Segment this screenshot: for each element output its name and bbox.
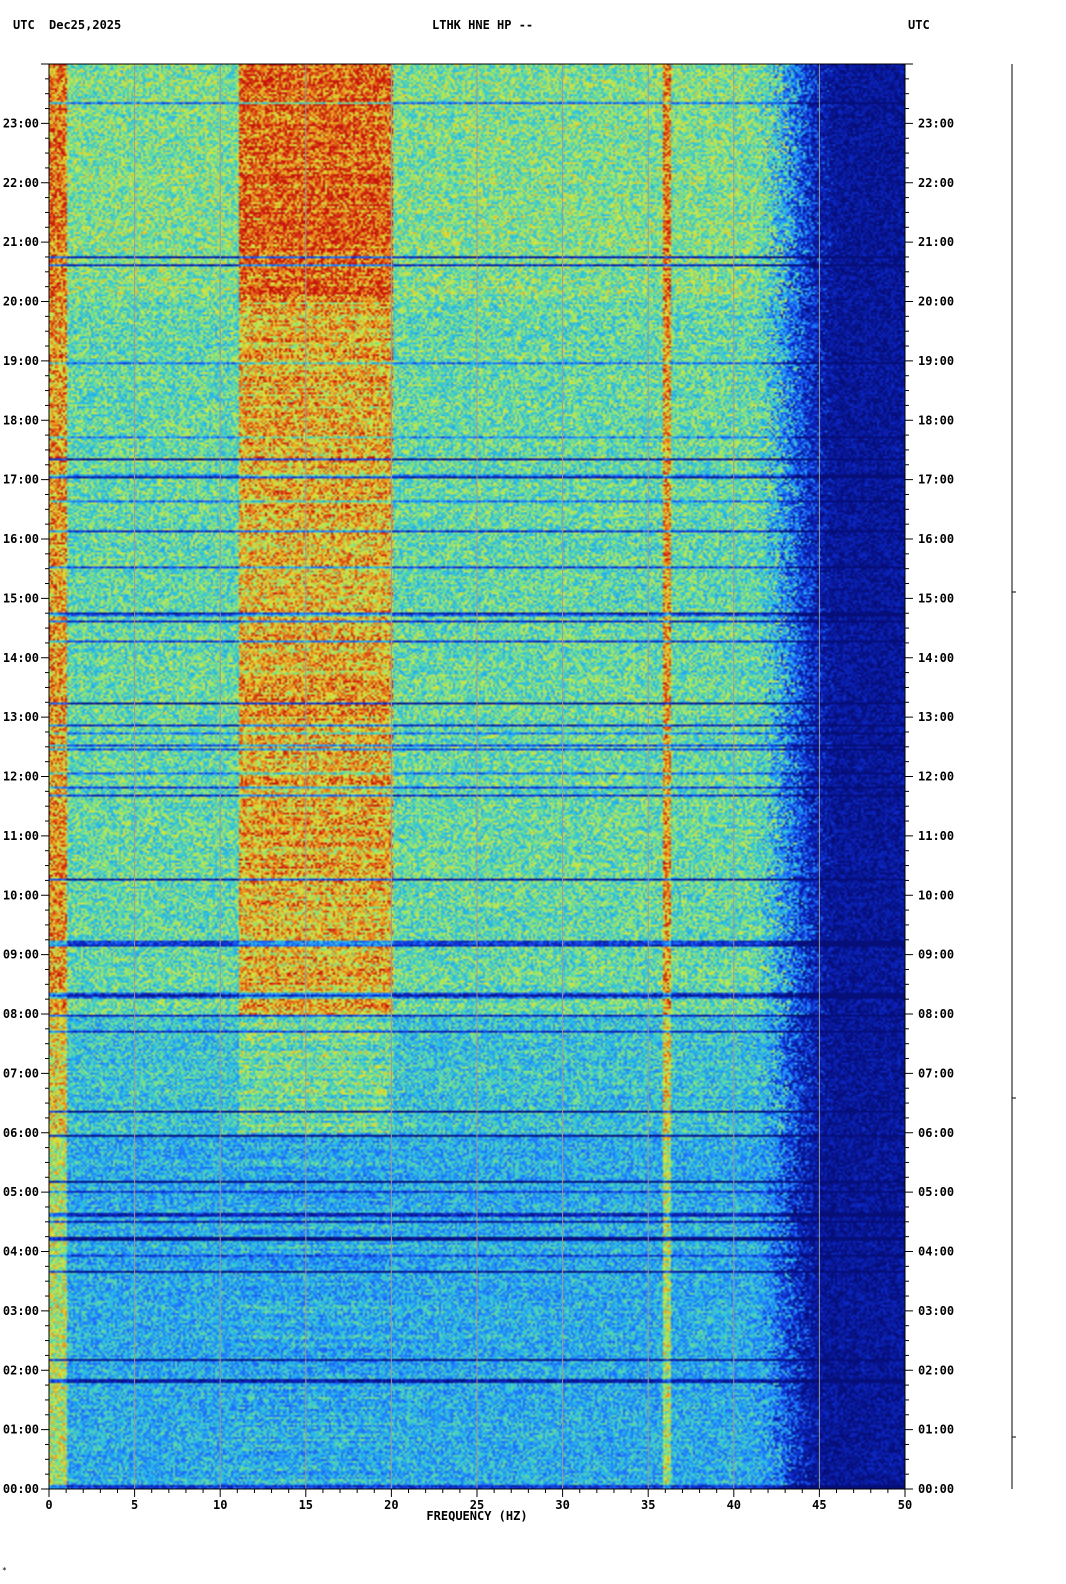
x-tick-label: 40 <box>727 1498 741 1512</box>
x-tick-label: 5 <box>131 1498 138 1512</box>
y-tick-label-left: 05:00 <box>3 1185 39 1199</box>
grid-lines <box>134 64 820 1489</box>
y-tick-label-left: 08:00 <box>3 1007 39 1021</box>
x-tick-label: 0 <box>45 1498 52 1512</box>
y-tick-label-left: 03:00 <box>3 1304 39 1318</box>
y-axis-right: 00:00 01:00 02:00 03:00 04:00 05:00 06:00 07:00… <box>905 63 954 1496</box>
x-tick-label: 15 <box>299 1498 313 1512</box>
y-tick-label-right: 22:00 <box>918 176 954 190</box>
y-tick-label-left: 00:00 <box>3 1482 39 1496</box>
y-tick-label-left: 07:00 <box>3 1066 39 1080</box>
y-axis-left: 00:00 01:00 02:00 03:00 04:00 05:00 06:00 07:00… <box>3 63 49 1496</box>
y-tick-label-right: 20:00 <box>918 295 954 309</box>
y-tick-label-left: 06:00 <box>3 1126 39 1140</box>
station-label: LTHK HNE HP -- <box>432 18 534 32</box>
y-tick-label-left: 20:00 <box>3 295 39 309</box>
left-timezone-label: UTC <box>13 18 35 32</box>
x-axis-title: FREQUENCY (HZ) <box>426 1509 527 1523</box>
y-tick-label-right: 00:00 <box>918 1482 954 1496</box>
y-tick-label-left: 01:00 <box>3 1423 39 1437</box>
y-tick-label-right: 11:00 <box>918 829 954 843</box>
y-tick-label-right: 05:00 <box>918 1185 954 1199</box>
y-tick-label-right: 19:00 <box>918 354 954 368</box>
y-tick-label-left: 13:00 <box>3 710 39 724</box>
x-tick-label: 20 <box>384 1498 398 1512</box>
y-tick-label-right: 17:00 <box>918 473 954 487</box>
y-tick-label-right: 23:00 <box>918 116 954 130</box>
y-tick-label-right: 13:00 <box>918 710 954 724</box>
y-tick-label-left: 04:00 <box>3 1245 39 1259</box>
y-tick-label-left: 16:00 <box>3 532 39 546</box>
x-tick-label: 50 <box>898 1498 912 1512</box>
y-tick-label-right: 03:00 <box>918 1304 954 1318</box>
y-tick-label-right: 16:00 <box>918 532 954 546</box>
x-tick-label: 35 <box>641 1498 655 1512</box>
y-tick-label-right: 06:00 <box>918 1126 954 1140</box>
y-tick-label-right: 09:00 <box>918 948 954 962</box>
date-label: Dec25,2025 <box>49 18 122 32</box>
y-tick-label-right: 12:00 <box>918 770 954 784</box>
y-tick-label-left: 09:00 <box>3 948 39 962</box>
y-tick-label-right: 18:00 <box>918 413 954 427</box>
x-tick-label: 10 <box>213 1498 227 1512</box>
y-tick-label-left: 14:00 <box>3 651 39 665</box>
side-scale-bar <box>1011 64 1016 1489</box>
y-tick-label-left: 18:00 <box>3 413 39 427</box>
x-tick-label: 30 <box>555 1498 569 1512</box>
y-tick-label-left: 11:00 <box>3 829 39 843</box>
y-tick-label-right: 08:00 <box>918 1007 954 1021</box>
y-tick-label-right: 02:00 <box>918 1363 954 1377</box>
y-tick-label-left: 17:00 <box>3 473 39 487</box>
right-timezone-label: UTC <box>908 18 930 32</box>
y-tick-label-right: 10:00 <box>918 888 954 902</box>
y-tick-label-left: 19:00 <box>3 354 39 368</box>
y-tick-label-left: 02:00 <box>3 1363 39 1377</box>
y-tick-label-left: 10:00 <box>3 888 39 902</box>
y-tick-label-right: 15:00 <box>918 591 954 605</box>
x-tick-label: 45 <box>812 1498 826 1512</box>
y-tick-label-right: 14:00 <box>918 651 954 665</box>
y-tick-label-right: 21:00 <box>918 235 954 249</box>
x-axis: 0 5 10 15 20 25 30 35 40 45 50 <box>45 1489 912 1512</box>
x-tick-label: 25 <box>470 1498 484 1512</box>
y-tick-label-right: 07:00 <box>918 1066 954 1080</box>
y-tick-label-left: 23:00 <box>3 116 39 130</box>
y-tick-label-left: 21:00 <box>3 235 39 249</box>
y-tick-label-left: 15:00 <box>3 591 39 605</box>
y-tick-label-right: 04:00 <box>918 1245 954 1259</box>
y-tick-label-left: 12:00 <box>3 770 39 784</box>
y-tick-label-right: 01:00 <box>918 1423 954 1437</box>
corner-mark: * <box>2 1566 7 1575</box>
y-tick-label-left: 22:00 <box>3 176 39 190</box>
